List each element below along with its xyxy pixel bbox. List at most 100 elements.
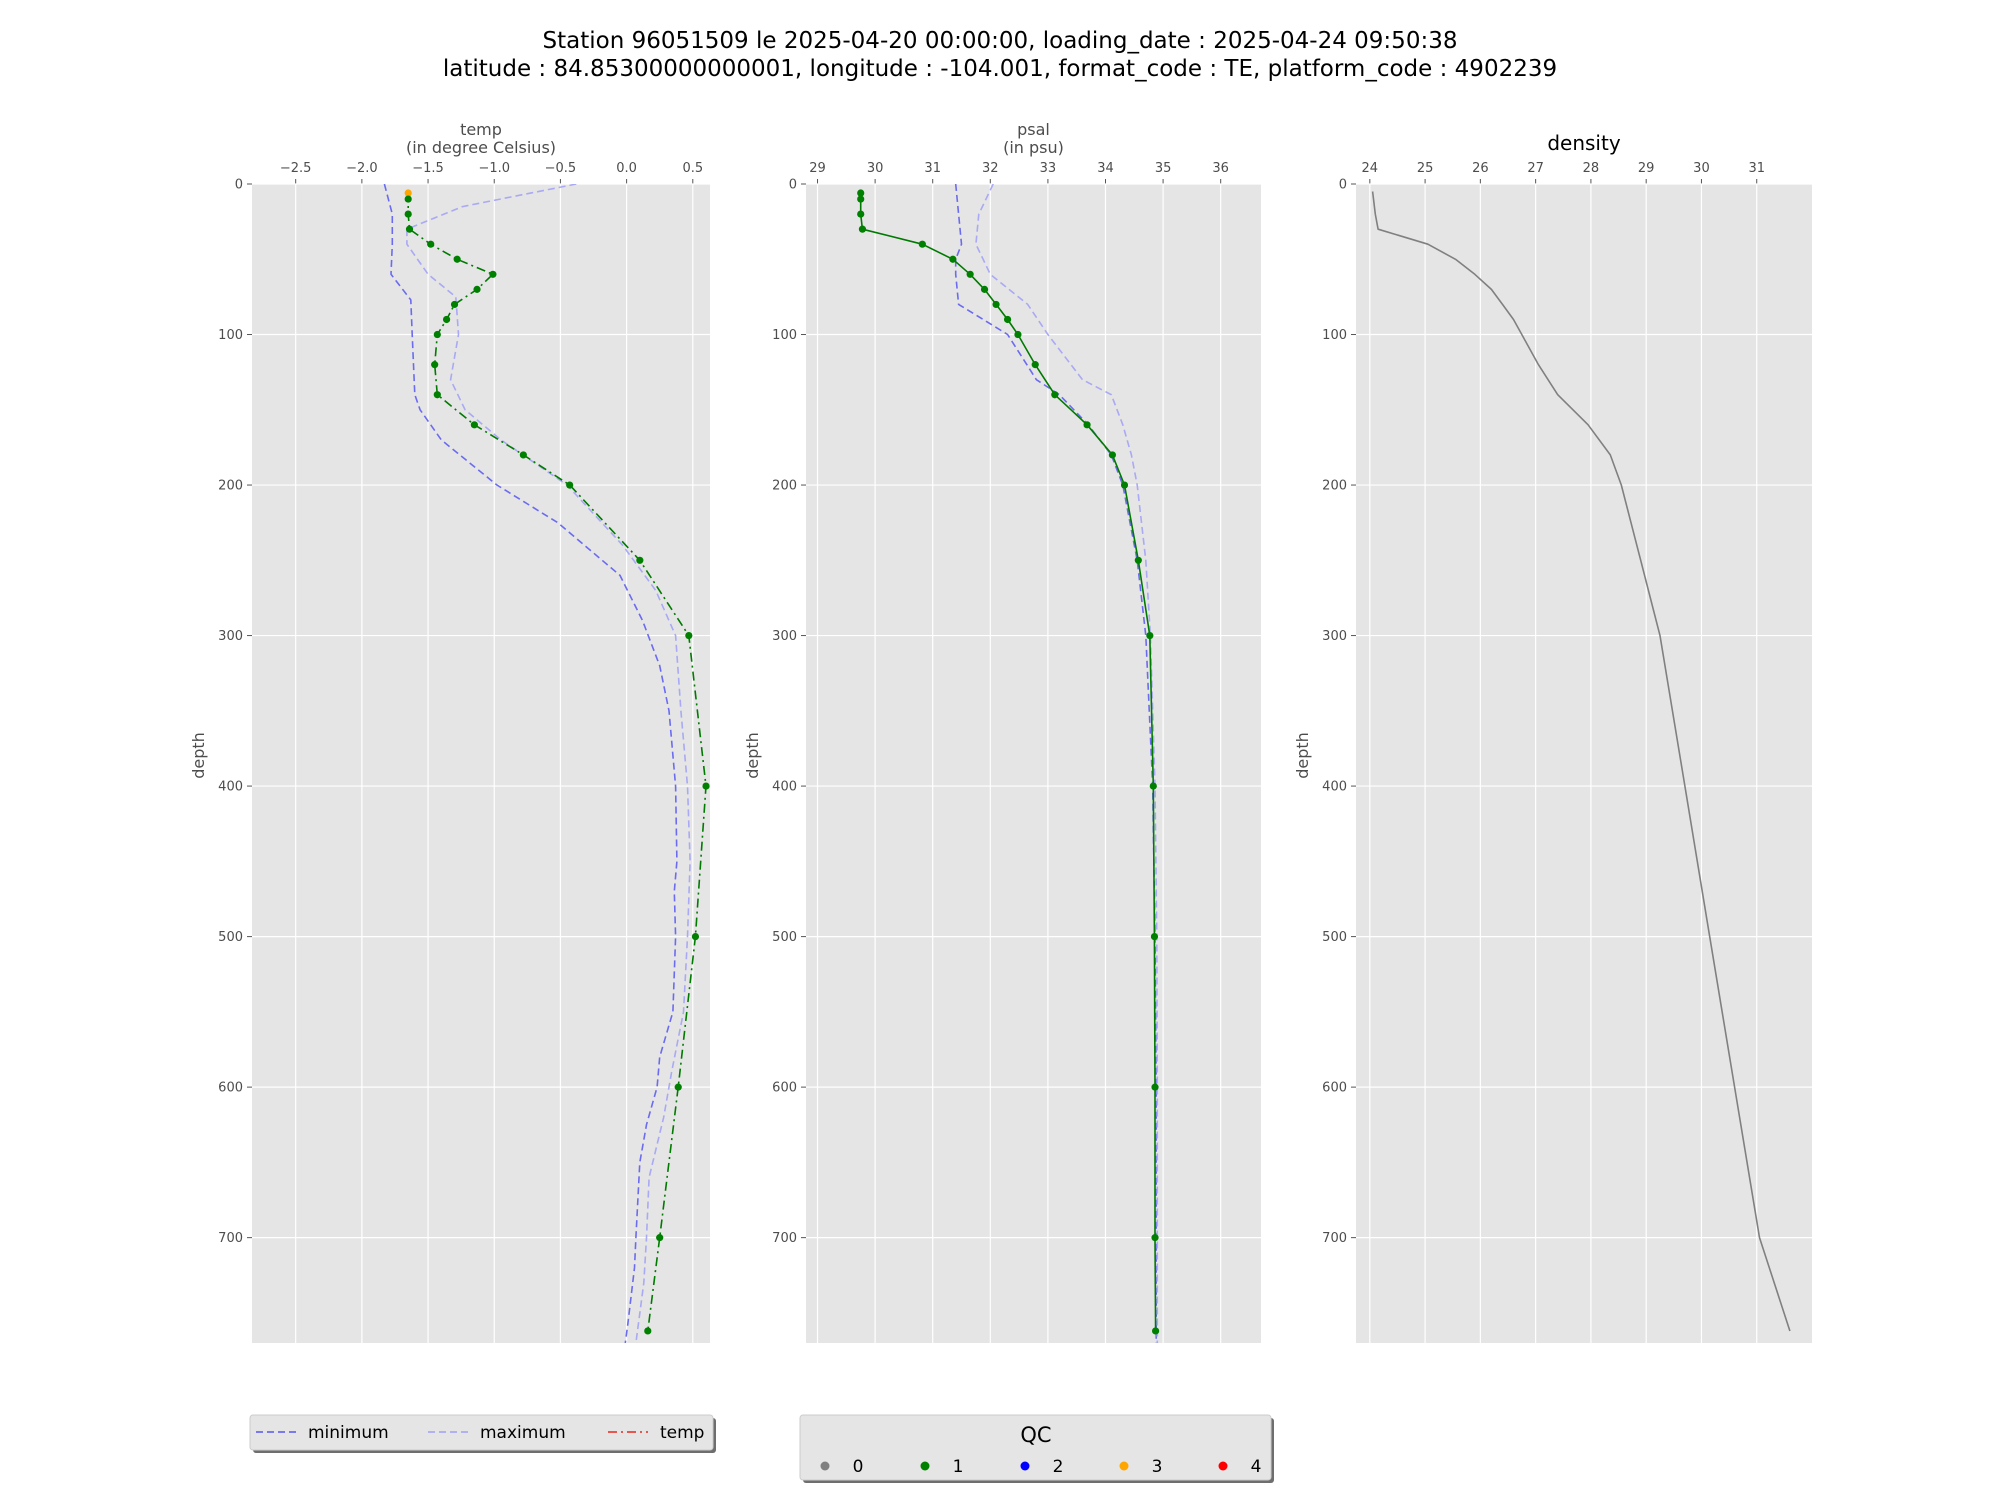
data-point-psal xyxy=(858,225,867,233)
series-line-minimum xyxy=(383,184,678,1343)
x-tick-label: 29 xyxy=(1638,161,1655,176)
y-tick-label: 0 xyxy=(789,178,797,193)
qc-swatch-4 xyxy=(1218,1461,1228,1471)
data-point-psal xyxy=(949,255,957,263)
data-point-temp xyxy=(450,300,459,309)
y-tick-label: 200 xyxy=(218,479,243,494)
data-point-psal xyxy=(918,240,926,248)
y-tick-label: 400 xyxy=(1322,780,1347,795)
data-point-temp xyxy=(453,255,461,263)
y-tick-label: 200 xyxy=(1322,479,1347,494)
data-point-psal xyxy=(992,300,1000,309)
y-axis-label: depth xyxy=(1293,732,1312,779)
y-tick-label: 600 xyxy=(1322,1081,1347,1096)
x-tick-label: 30 xyxy=(867,161,884,176)
data-point-temp xyxy=(433,330,441,339)
charts-group: −2.5 −2.0 −1.5 −1.0 −0.5 0.0 0.501002003004005… xyxy=(189,120,1812,1343)
plot-background xyxy=(252,184,710,1343)
data-point-temp xyxy=(566,481,574,489)
qc-legend-title: QC xyxy=(1020,1423,1051,1447)
legend-label-maximum: maximum xyxy=(480,1423,566,1443)
x-tick-label: 27 xyxy=(1527,161,1544,176)
qc-label-0: 0 xyxy=(853,1457,864,1477)
data-point-psal xyxy=(857,210,865,218)
x-axis-unit-label: (in psu) xyxy=(1003,138,1064,157)
data-point-psal xyxy=(857,189,865,197)
qc-label-2: 2 xyxy=(1053,1457,1064,1477)
x-tick-label: 32 xyxy=(982,161,999,176)
x-tick-label: 34 xyxy=(1097,161,1114,176)
data-point-psal xyxy=(1134,556,1142,564)
data-point-temp xyxy=(404,195,412,203)
legends-group: minimum maximum temp QC 0 1 2 3 4 xyxy=(249,1414,1274,1483)
data-point-psal xyxy=(1108,451,1117,459)
legend-main: minimum maximum temp xyxy=(249,1414,716,1453)
data-point-temp xyxy=(489,270,497,278)
data-point-temp xyxy=(431,361,439,369)
y-tick-label: 100 xyxy=(1322,328,1347,343)
series-line-maximum xyxy=(975,184,1159,1343)
data-point-psal xyxy=(1014,330,1022,339)
data-point-temp xyxy=(427,240,435,248)
x-tick-label: −1.5 xyxy=(412,161,444,176)
y-tick-label: 0 xyxy=(235,178,243,193)
data-point-psal xyxy=(1003,315,1012,324)
data-point-temp xyxy=(674,1083,682,1091)
data-point-psal xyxy=(1151,1234,1159,1242)
y-tick-label: 500 xyxy=(772,930,797,945)
panel-title: density xyxy=(1547,131,1620,155)
x-tick-label: 28 xyxy=(1583,161,1600,176)
y-tick-label: 500 xyxy=(1322,930,1347,945)
x-tick-label: 0.0 xyxy=(616,161,637,176)
plot-area xyxy=(383,184,710,1343)
y-tick-label: 700 xyxy=(218,1231,243,1246)
y-tick-label: 400 xyxy=(772,780,797,795)
data-point-psal xyxy=(1120,481,1129,489)
series-line-maximum xyxy=(406,184,691,1343)
x-tick-label: 26 xyxy=(1472,161,1489,176)
x-tick-label: 31 xyxy=(1748,161,1765,176)
data-point-temp xyxy=(636,556,644,564)
x-tick-label: −2.5 xyxy=(280,161,312,176)
x-axis-label: temp xyxy=(460,120,502,139)
y-tick-label: 300 xyxy=(218,629,243,644)
plot-background xyxy=(1356,184,1812,1343)
data-point-psal xyxy=(1051,391,1059,399)
y-tick-label: 300 xyxy=(1322,629,1347,644)
data-point-temp xyxy=(519,451,527,459)
data-point-temp xyxy=(644,1327,652,1335)
x-tick-label: 29 xyxy=(809,161,826,176)
x-tick-label: 36 xyxy=(1212,161,1229,176)
x-tick-label: 25 xyxy=(1417,161,1434,176)
plot-background xyxy=(806,184,1261,1343)
data-point-psal xyxy=(980,285,989,293)
panel-temp: −2.5 −2.0 −1.5 −1.0 −0.5 0.0 0.5 0 100 200 300 400 5… xyxy=(189,120,710,1343)
legend-label-minimum: minimum xyxy=(308,1423,389,1443)
y-tick-label: 400 xyxy=(218,780,243,795)
x-axis-unit-label: (in degree Celsius) xyxy=(406,138,556,157)
qc-swatch-1 xyxy=(920,1461,930,1471)
qc-swatch-3 xyxy=(1119,1461,1129,1471)
y-tick-label: 600 xyxy=(772,1081,797,1096)
y-tick-label: 0 xyxy=(1339,178,1347,193)
legend-qc: QC 0 1 2 3 4 xyxy=(799,1414,1274,1483)
figure-title-line-2: latitude : 84.85300000000001, longitude … xyxy=(443,56,1557,82)
legend-label-temp: temp xyxy=(660,1423,704,1443)
qc-swatch-2 xyxy=(1020,1461,1030,1471)
series-line-temp xyxy=(407,193,707,1332)
y-tick-label: 100 xyxy=(218,328,243,343)
data-point-temp xyxy=(442,315,451,324)
x-tick-label: −0.5 xyxy=(545,161,577,176)
x-tick-label: 24 xyxy=(1362,161,1379,176)
data-point-psal xyxy=(1151,1083,1159,1091)
x-tick-label: 0.5 xyxy=(682,161,703,176)
data-point-psal xyxy=(1031,361,1039,369)
x-tick-label: 31 xyxy=(924,161,941,176)
panel-psal: 29 30 31 32 33 34 35 36 0 100 200 300 400 500 600 700 ps… xyxy=(743,120,1261,1343)
x-tick-label: 30 xyxy=(1693,161,1710,176)
qc-label-4: 4 xyxy=(1251,1457,1262,1477)
x-tick-label: 35 xyxy=(1155,161,1172,176)
plot-area xyxy=(1371,191,1791,1332)
data-point-temp xyxy=(691,932,700,941)
